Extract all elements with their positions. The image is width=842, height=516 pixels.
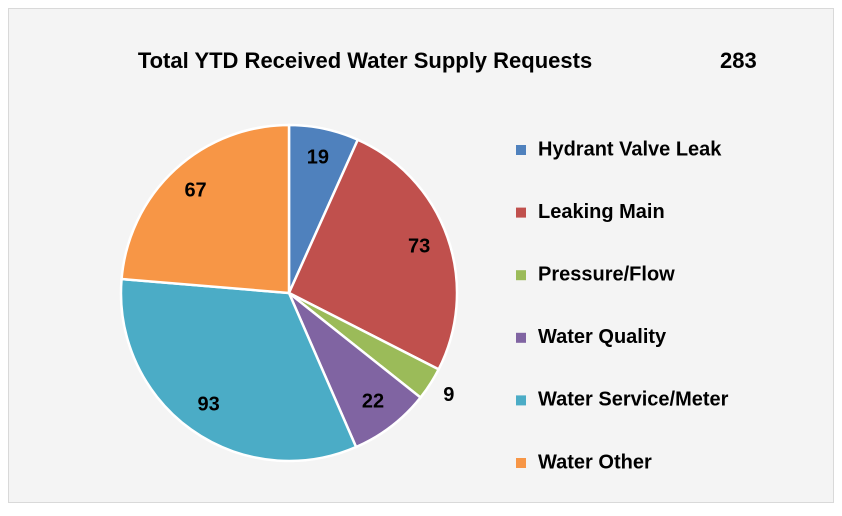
data-label: 19 [307, 146, 329, 168]
data-label: 9 [443, 384, 454, 406]
data-label: 93 [198, 393, 220, 415]
legend-label: Leaking Main [538, 201, 665, 223]
legend-label: Water Quality [538, 326, 667, 348]
legend-label: Hydrant Valve Leak [538, 138, 722, 160]
legend-swatch [516, 207, 526, 218]
legend-label: Pressure/Flow [538, 263, 675, 285]
pie-slice [119, 277, 358, 463]
legend-label: Water Other [538, 451, 652, 473]
chart-title: Total YTD Received Water Supply Requests [138, 48, 592, 73]
data-label: 73 [408, 235, 430, 257]
legend-swatch [516, 458, 526, 468]
legend-swatch [516, 395, 526, 406]
pie-slice [287, 138, 459, 372]
pie-slice [120, 123, 291, 295]
data-label: 22 [362, 391, 384, 413]
data-label: 67 [184, 180, 206, 202]
legend-swatch [516, 332, 526, 343]
legend-label: Water Service/Meter [538, 389, 729, 411]
legend-swatch [516, 270, 526, 281]
chart-total: 283 [720, 48, 757, 73]
legend-swatch [516, 145, 526, 155]
